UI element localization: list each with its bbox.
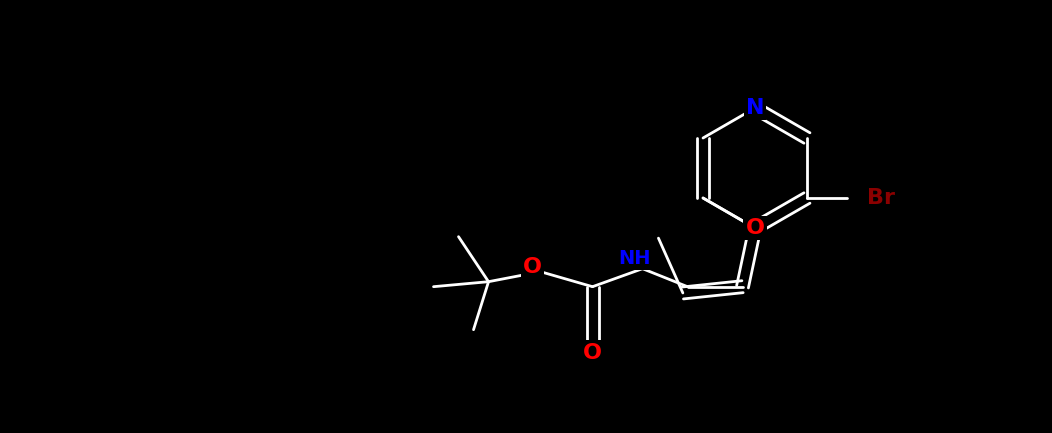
Text: O: O: [746, 218, 765, 238]
Text: Br: Br: [867, 188, 895, 208]
Text: O: O: [583, 343, 602, 363]
Text: O: O: [523, 257, 542, 277]
Text: NH: NH: [619, 249, 651, 268]
Text: N: N: [746, 98, 764, 118]
